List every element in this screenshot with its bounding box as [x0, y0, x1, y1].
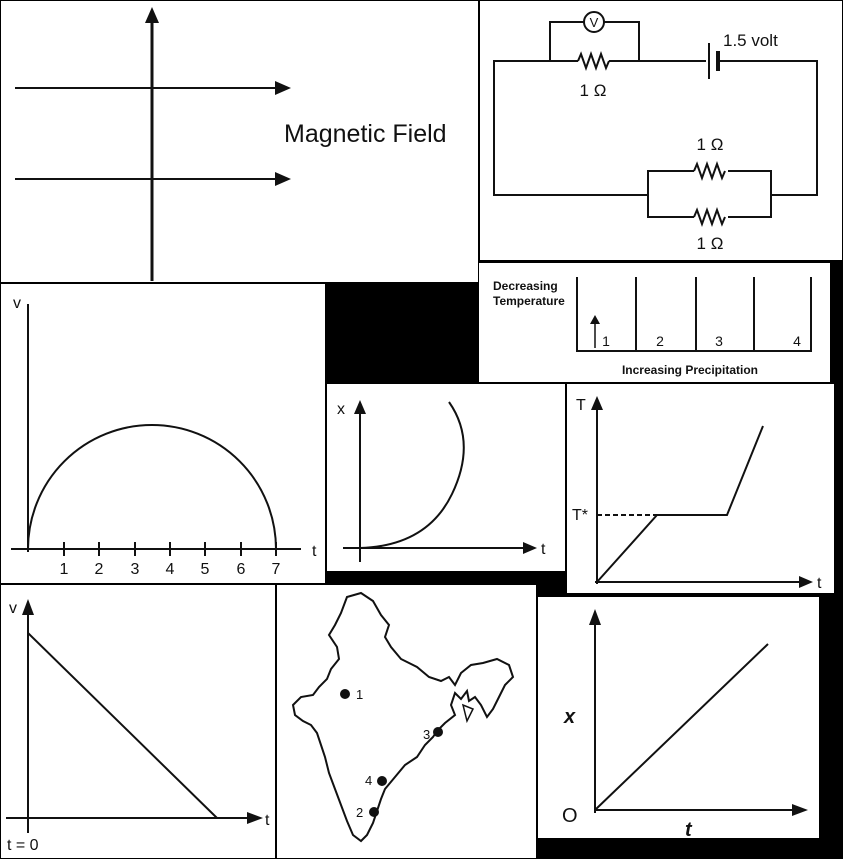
map-point-label-3: 3 [423, 727, 430, 742]
zone-label-3: 3 [715, 333, 723, 349]
voltmeter [583, 11, 605, 33]
map-point-4 [377, 776, 387, 786]
climate-y-label-line1: Decreasing [493, 279, 558, 293]
vt-linear-panel: v t t = 0 [1, 585, 275, 858]
magnetic-field-diagram: Magnetic Field [15, 7, 447, 281]
climate-panel: Decreasing Temperature 1 2 3 4 Increasin… [479, 263, 830, 382]
tick-label-6: 6 [237, 561, 246, 578]
resistor-parallel-bottom [693, 207, 726, 227]
tick-label-5: 5 [201, 561, 210, 578]
circuit-panel: V 1.5 volt 1 Ω 1 Ω 1 Ω [480, 1, 842, 260]
map-point-label-1: 1 [356, 687, 363, 702]
velocity-line [27, 632, 218, 819]
time-axis-label: t [817, 575, 822, 592]
vt-semicircle-panel: v t 1 2 3 4 5 6 7 [1, 284, 325, 583]
v-axis-linear-arrowhead [22, 599, 34, 615]
parallel-top-label: 1 Ω [697, 135, 724, 154]
heating-line [596, 425, 764, 583]
map-point-1 [340, 689, 350, 699]
wire-left [493, 60, 648, 196]
battery-label: 1.5 volt [723, 31, 778, 50]
t-axis-linear-label: t [265, 812, 270, 829]
position-curve [359, 401, 465, 549]
xt-linear-panel: x t O [538, 597, 819, 838]
zone-label-1: 1 [602, 333, 610, 349]
tick-label-2: 2 [95, 561, 104, 578]
field-line-top-arrowhead [275, 81, 291, 95]
position-line [594, 643, 769, 811]
map-point-label-2: 2 [356, 805, 363, 820]
xt-linear-graph: x t O [562, 609, 808, 838]
t-axis-xt-linear-arrowhead [792, 804, 808, 816]
climate-diagram: Decreasing Temperature 1 2 3 4 Increasin… [493, 277, 812, 377]
zone-label-4: 4 [793, 333, 801, 349]
tick-label-7: 7 [272, 561, 281, 578]
zone-label-2: 2 [656, 333, 664, 349]
voltmeter-symbol: V [590, 15, 599, 30]
x-axis-linear-arrowhead [589, 609, 601, 625]
tick-label-3: 3 [131, 561, 140, 578]
vt-semicircle-graph: v t 1 2 3 4 5 6 7 [11, 295, 317, 578]
series-resistor-label: 1 Ω [580, 81, 607, 100]
v-axis-linear-label: v [9, 600, 17, 617]
voltmeter-wire-right [604, 21, 640, 61]
voltmeter-wire-left [549, 21, 584, 61]
vertical-arrowhead [145, 7, 159, 23]
xt-curve-graph: x t [337, 400, 546, 562]
india-outline [291, 591, 515, 843]
climate-frame [576, 277, 812, 352]
t-axis-label: t [312, 543, 317, 560]
origin-label-o: O [562, 805, 578, 827]
heating-curve-panel: T t T* [567, 384, 834, 593]
climate-x-label: Increasing Precipitation [622, 363, 758, 377]
x-axis-label: x [337, 401, 345, 418]
temperature-axis-arrowhead [591, 396, 603, 410]
x-axis-linear-label: x [563, 706, 576, 728]
magnetic-field-label: Magnetic Field [284, 120, 447, 148]
resistor-series [577, 51, 610, 71]
t-ticks [63, 542, 277, 556]
temperature-axis-label: T [576, 397, 586, 414]
heating-curve-graph: T t T* [572, 396, 822, 592]
vt-linear-graph: v t t = 0 [6, 599, 270, 854]
temperature-arrowhead [590, 315, 600, 324]
climate-y-label-line2: Temperature [493, 294, 565, 308]
t-axis-arrowhead [523, 542, 537, 554]
map-point-label-4: 4 [365, 773, 372, 788]
t-axis-linear-arrowhead [247, 812, 263, 824]
map-point-2 [369, 807, 379, 817]
origin-label-t0: t = 0 [7, 837, 39, 854]
tick-label-4: 4 [166, 561, 175, 578]
map-point-3 [433, 727, 443, 737]
t-axis-label-xt: t [541, 541, 546, 558]
resistor-parallel-top [693, 161, 726, 181]
circuit-diagram: V 1.5 volt 1 Ω 1 Ω 1 Ω [493, 11, 818, 253]
v-axis-label: v [13, 295, 21, 312]
india-map-panel: 1 2 3 4 [277, 585, 536, 858]
magnetic-field-panel: Magnetic Field [1, 1, 478, 282]
xt-curve-panel: x t [327, 384, 565, 571]
field-line-bottom-arrowhead [275, 172, 291, 186]
x-axis-arrowhead [354, 400, 366, 414]
tick-label-1: 1 [60, 561, 69, 578]
time-axis-arrowhead [799, 576, 813, 588]
t-axis-xt-linear-label: t [685, 819, 693, 838]
parallel-bottom-label: 1 Ω [697, 234, 724, 253]
velocity-curve [27, 424, 277, 550]
india-map: 1 2 3 4 [291, 591, 515, 843]
t-star-label: T* [572, 507, 588, 524]
eastern-region-detail [461, 703, 475, 724]
